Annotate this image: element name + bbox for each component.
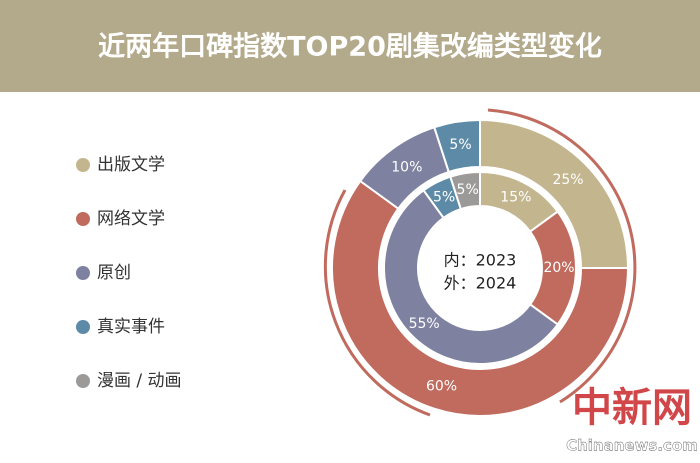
center-text: 内：2023 <box>444 251 517 270</box>
legend-marker <box>76 320 90 334</box>
value-label: 15% <box>500 190 531 206</box>
legend-marker <box>76 374 90 388</box>
value-label: 55% <box>409 316 440 332</box>
ring-segment <box>449 170 481 211</box>
ring-segment <box>331 179 630 417</box>
value-label: 10% <box>391 159 422 175</box>
decor-arc <box>487 108 637 404</box>
legend-label: 出版文学 <box>97 155 165 175</box>
watermark: Chinanews.com <box>566 437 698 455</box>
legend-label: 漫画 / 动画 <box>97 371 182 391</box>
legend-label: 真实事件 <box>97 317 165 337</box>
legend-label: 网络文学 <box>97 209 165 229</box>
banner <box>0 0 700 92</box>
legend-marker <box>76 212 90 226</box>
legend-marker <box>76 158 90 172</box>
legend-label: 原创 <box>97 263 131 283</box>
watermark: 中新网 <box>572 385 692 431</box>
value-label: 5% <box>449 137 471 153</box>
value-label: 5% <box>457 182 479 198</box>
legend-marker <box>76 266 90 280</box>
value-label: 20% <box>543 260 574 276</box>
chart-title: 近两年口碑指数TOP20剧集改编类型变化 <box>98 31 602 63</box>
value-label: 5% <box>433 190 455 206</box>
decor-arc <box>323 189 431 417</box>
center-text: 外：2024 <box>444 274 517 293</box>
value-label: 60% <box>426 378 457 394</box>
ring-segment <box>383 188 560 365</box>
value-label: 25% <box>552 172 583 188</box>
